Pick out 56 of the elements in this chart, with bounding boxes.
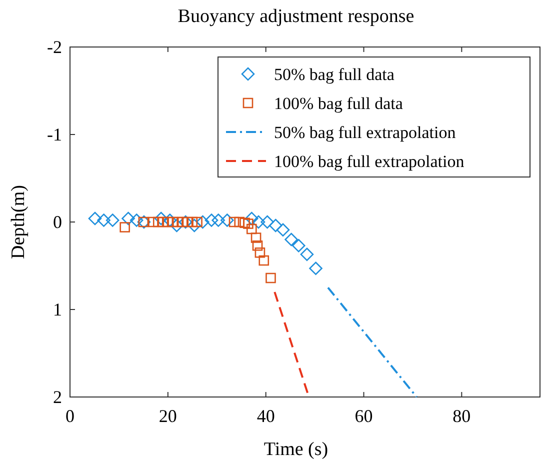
point <box>97 214 110 227</box>
x-tick-label: 80 <box>452 406 471 426</box>
point <box>258 255 270 266</box>
y-tick-label: 0 <box>53 212 62 232</box>
y-tick-label: -1 <box>47 124 62 144</box>
point <box>309 262 322 276</box>
point <box>163 214 177 227</box>
point <box>192 216 202 228</box>
point <box>300 248 314 262</box>
point <box>252 240 263 251</box>
y-tick-label: -2 <box>47 37 62 57</box>
point <box>152 216 164 228</box>
point <box>284 232 298 246</box>
point <box>130 214 144 227</box>
point <box>244 212 258 226</box>
point <box>154 212 168 226</box>
point <box>158 216 168 228</box>
point <box>234 216 245 228</box>
point <box>182 216 193 228</box>
point <box>276 223 290 237</box>
y-tick-label: 2 <box>53 387 62 407</box>
point <box>187 216 198 228</box>
point <box>268 218 282 232</box>
point <box>122 212 135 226</box>
point <box>212 214 225 227</box>
legend-label: 50% bag full extrapolation <box>274 123 456 142</box>
y-tick-label: 1 <box>53 300 62 320</box>
x-tick-label: 60 <box>354 406 373 426</box>
legend-label: 50% bag full data <box>274 65 395 84</box>
legend-label: 100% bag full data <box>274 94 404 113</box>
chart-title: Buoyancy adjustment response <box>178 6 414 27</box>
point <box>204 214 218 227</box>
point <box>120 222 130 232</box>
point <box>292 238 306 252</box>
point <box>148 216 158 228</box>
point <box>177 216 188 228</box>
x-tick-label: 20 <box>158 406 177 426</box>
point <box>170 218 184 232</box>
x-axis-title: Time (s) <box>264 439 328 460</box>
point <box>88 212 102 226</box>
point <box>188 218 202 232</box>
point <box>252 215 266 229</box>
point <box>250 232 262 243</box>
point <box>254 247 266 258</box>
point <box>196 215 210 229</box>
y-axis-title: Depth(m) <box>8 185 29 259</box>
legend-label: 100% bag full extrapolation <box>274 152 465 171</box>
point <box>240 218 250 228</box>
x-tick-label: 0 <box>66 406 74 426</box>
point <box>220 214 234 227</box>
point <box>266 272 276 284</box>
x-tick-label: 40 <box>256 406 275 426</box>
point <box>246 224 257 234</box>
point <box>228 216 240 228</box>
point <box>260 215 274 229</box>
point <box>106 214 120 227</box>
